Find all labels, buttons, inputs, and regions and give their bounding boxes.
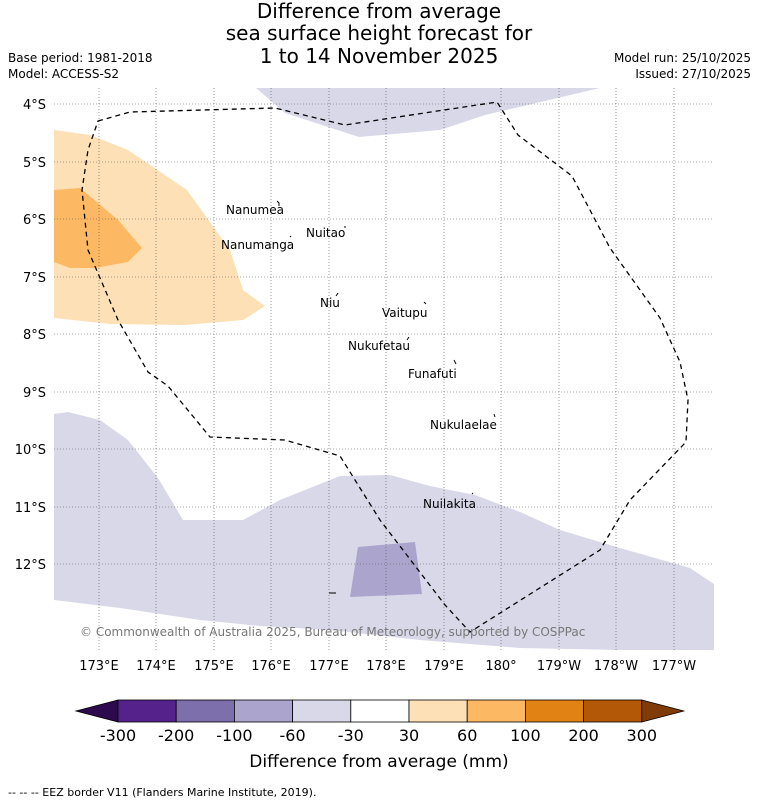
island-marker-nukufetau bbox=[406, 336, 410, 341]
anomaly-region-pos-60-100-west bbox=[54, 188, 142, 268]
latitude-label: 7°S bbox=[23, 271, 46, 286]
latitude-label: 11°S bbox=[15, 501, 46, 516]
longitude-label: 180° bbox=[485, 659, 516, 674]
island-marker-funafuti bbox=[453, 359, 457, 365]
longitude-label: 179°E bbox=[424, 659, 464, 674]
longitude-labels: 173°E 174°E 175°E 176°E 177°E 178°E 179°E 180° 1… bbox=[79, 659, 696, 674]
island-label-nanumanga: Nanumanga bbox=[221, 238, 294, 252]
copyright-notice: © Commonwealth of Australia 2025, Bureau… bbox=[80, 625, 585, 639]
latitude-labels: 4°S 5°S 6°S 7°S 8°S 9°S 10°S 11°S 12°S bbox=[15, 98, 46, 573]
longitude-label: 174°E bbox=[136, 659, 176, 674]
island-label-nukulaelae: Nukulaelae bbox=[430, 418, 497, 432]
anomaly-region-neg-60-100-south bbox=[350, 542, 422, 597]
eez-footnote: -- -- -- EEZ border V11 (Flanders Marine… bbox=[8, 786, 317, 799]
island-label-nuitao: Nuitao bbox=[306, 226, 345, 240]
colorbar-segment bbox=[233, 699, 293, 723]
colorbar-segment bbox=[466, 699, 526, 723]
island-marker-nanumea bbox=[276, 200, 280, 206]
longitude-label: 177°E bbox=[309, 659, 349, 674]
island-label-funafuti: Funafuti bbox=[408, 367, 457, 381]
colorbar-extension-high bbox=[641, 699, 686, 723]
colorbar-tick-label: -200 bbox=[158, 726, 194, 745]
island-marker-nukulaelae bbox=[493, 413, 496, 418]
colorbar-segment bbox=[117, 699, 177, 723]
longitude-label: 179°W bbox=[537, 659, 581, 674]
island-label-niu: Niu bbox=[320, 296, 340, 310]
colorbar-tick-label: -300 bbox=[100, 726, 136, 745]
colorbar-tick-label: 300 bbox=[627, 726, 658, 745]
eez-border-line bbox=[81, 101, 689, 633]
colorbar-tick-label: 30 bbox=[399, 726, 419, 745]
island-label-nanumea: Nanumea bbox=[226, 203, 284, 217]
map-title-line-3: 1 to 14 November 2025 bbox=[259, 44, 499, 68]
colorbar-tick-label: 200 bbox=[568, 726, 599, 745]
island-markers bbox=[276, 200, 496, 594]
longitude-label: 178°W bbox=[594, 659, 638, 674]
longitude-label: 177°W bbox=[652, 659, 696, 674]
latitude-label: 12°S bbox=[15, 558, 46, 573]
map-title-line-2: sea surface height forecast for bbox=[225, 21, 533, 45]
island-label-nukufetau: Nukufetau bbox=[348, 339, 410, 353]
island-marker-vaitupu bbox=[423, 301, 427, 305]
colorbar-segment bbox=[525, 699, 585, 723]
map-title-line-1: Difference from average bbox=[256, 0, 502, 23]
colorbar-segment bbox=[350, 699, 410, 723]
colorbar-tick-label: 100 bbox=[510, 726, 541, 745]
latitude-label: 4°S bbox=[23, 98, 46, 113]
colorbar-segment bbox=[175, 699, 235, 723]
colorbar-segment bbox=[408, 699, 468, 723]
latitude-label: 9°S bbox=[23, 386, 46, 401]
colorbar-tick-label: -100 bbox=[216, 726, 252, 745]
latitude-label: 6°S bbox=[23, 213, 46, 228]
issued-text: Issued: 27/10/2025 bbox=[635, 67, 751, 81]
colorbar-title: Difference from average (mm) bbox=[249, 752, 508, 772]
longitude-label: 176°E bbox=[251, 659, 291, 674]
longitude-label: 175°E bbox=[194, 659, 234, 674]
latitude-label: 5°S bbox=[23, 156, 46, 171]
colorbar-tick-label: -60 bbox=[280, 726, 306, 745]
colorbar bbox=[74, 699, 686, 723]
colorbar-tick-label: -30 bbox=[338, 726, 364, 745]
anomaly-region-neg-30-60-south bbox=[54, 412, 714, 650]
anomaly-region-pos-30-60-west bbox=[54, 130, 265, 325]
latitude-label: 8°S bbox=[23, 328, 46, 343]
island-marker-niu bbox=[335, 292, 339, 297]
colorbar-segment bbox=[583, 699, 643, 723]
island-label-vaitupu: Vaitupu bbox=[382, 306, 428, 320]
colorbar-extension-low bbox=[74, 699, 119, 723]
forecast-field: Nanumea Nuitao Nanumanga Niu Vaitupu Nuk… bbox=[54, 88, 714, 650]
island-marker-nuilakita bbox=[471, 492, 474, 495]
base-period-text: Base period: 1981-2018 bbox=[8, 51, 153, 65]
longitude-label: 178°E bbox=[366, 659, 406, 674]
gridlines bbox=[54, 88, 714, 650]
longitude-label: 173°E bbox=[79, 659, 119, 674]
island-label-nuilakita: Nuilakita bbox=[423, 497, 476, 511]
model-text: Model: ACCESS-S2 bbox=[8, 67, 120, 81]
colorbar-segment bbox=[292, 699, 352, 723]
colorbar-tick-labels: -300 -200 -100 -60 -30 30 60 100 200 300 bbox=[100, 726, 657, 745]
island-marker-nanumanga bbox=[289, 235, 292, 238]
latitude-label: 10°S bbox=[15, 443, 46, 458]
model-run-text: Model run: 25/10/2025 bbox=[613, 51, 751, 65]
colorbar-tick-label: 60 bbox=[457, 726, 477, 745]
